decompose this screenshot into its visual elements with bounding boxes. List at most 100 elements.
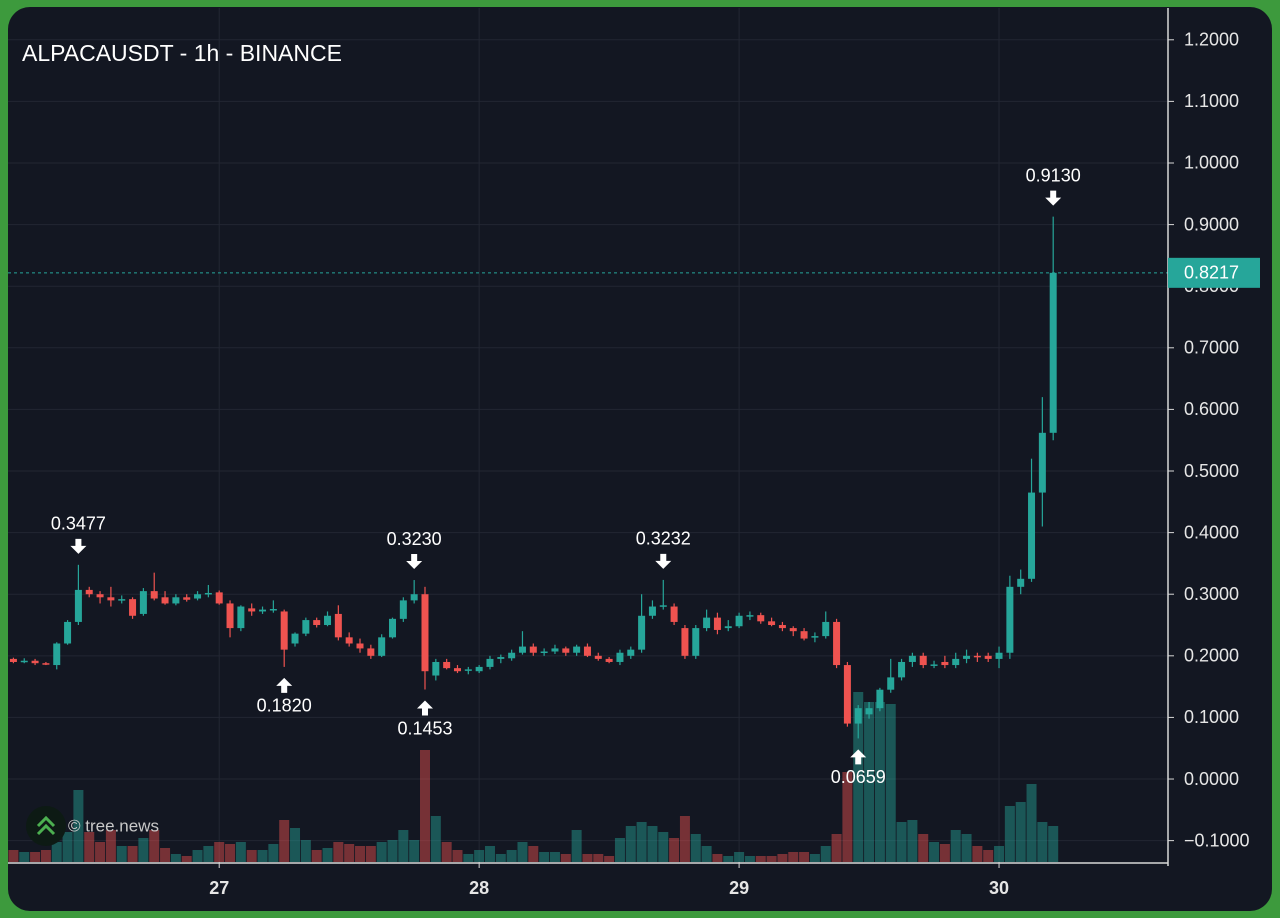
candle-body (768, 621, 776, 626)
y-tick-label: 0.9000 (1184, 214, 1239, 234)
volume-bar (690, 834, 701, 862)
candle-body (833, 621, 841, 666)
candle-body (443, 661, 451, 669)
candle-body (85, 589, 93, 595)
volume-bar (279, 820, 290, 862)
candle-body (811, 636, 819, 638)
volume-bar (528, 846, 539, 862)
candle-body (161, 597, 169, 604)
volume-bar (1048, 826, 1059, 862)
volume-bar (127, 846, 138, 862)
volume-bar (268, 844, 279, 862)
candle-body (627, 649, 635, 656)
volume-bar (788, 852, 799, 862)
volume-bar (983, 850, 994, 862)
candle-body (540, 651, 548, 654)
volume-bar (95, 842, 106, 862)
volume-bar (387, 840, 398, 862)
annotation-label: 0.3477 (51, 514, 106, 534)
volume-bar (972, 846, 983, 862)
volume-bar (495, 854, 506, 862)
candle-body (464, 669, 472, 671)
candle-body (898, 661, 906, 678)
volume-bar (311, 850, 322, 862)
last-price-label: 0.8217 (1184, 263, 1239, 283)
volume-bar (355, 846, 366, 862)
candle-body (659, 605, 667, 607)
candle-body (800, 631, 808, 639)
candle-body (107, 597, 115, 601)
volume-layer (8, 692, 1059, 862)
candle-body (638, 615, 646, 650)
candle-body (865, 708, 873, 715)
volume-bar (961, 834, 972, 862)
volume-bar (398, 830, 409, 862)
volume-bar (51, 842, 62, 862)
candle-body (757, 615, 765, 622)
annotation-arrow (655, 553, 672, 569)
candle-body (42, 663, 50, 665)
volume-bar (669, 838, 680, 862)
volume-bar (170, 854, 181, 862)
candle-body (226, 603, 234, 629)
candle-body (475, 666, 483, 672)
candle-body (583, 646, 591, 656)
candle-body (692, 628, 700, 656)
candle-body (930, 664, 938, 666)
volume-bar (300, 840, 311, 862)
volume-bar (116, 846, 127, 862)
candle-body (681, 628, 689, 656)
volume-bar (907, 820, 918, 862)
volume-bar (885, 704, 896, 862)
candle-body (356, 643, 364, 649)
volume-bar (929, 842, 940, 862)
candle-body (854, 708, 862, 724)
annotation-arrow (416, 700, 433, 716)
volume-bar (734, 852, 745, 862)
candle-body (237, 606, 245, 629)
y-tick-label: 0.1000 (1184, 707, 1239, 727)
annotation-arrow (1045, 190, 1062, 206)
volume-bar (160, 848, 171, 862)
volume-bar (430, 816, 441, 862)
candle-body (453, 668, 461, 672)
volume-bar (30, 852, 41, 862)
volume-bar (365, 846, 376, 862)
y-tick-label: 0.2000 (1184, 646, 1239, 666)
y-tick-label: 0.4000 (1184, 522, 1239, 542)
volume-bar (723, 856, 734, 862)
annotation-label: 0.3232 (636, 529, 691, 549)
x-tick-label: 30 (989, 878, 1009, 898)
volume-bar (874, 702, 885, 862)
logo (26, 806, 66, 846)
annotation-label: 0.3230 (387, 529, 442, 549)
volume-bar (19, 852, 30, 862)
volume-bar (192, 850, 203, 862)
volume-bar (820, 846, 831, 862)
candle-body (562, 648, 570, 653)
volume-bar (257, 850, 268, 862)
volume-bar (1026, 784, 1037, 862)
volume-bar (409, 840, 420, 862)
y-tick-label: 0.6000 (1184, 399, 1239, 419)
volume-bar (582, 854, 593, 862)
candle-body (919, 655, 927, 666)
annotation-layer: 0.3477 0.1820 0.3230 0.1453 0.3232 0.0659 0.91… (8, 165, 1168, 787)
volume-bar (809, 854, 820, 862)
candle-body (984, 655, 992, 659)
volume-bar (322, 848, 333, 862)
volume-bar (62, 832, 73, 862)
candle-body (194, 594, 202, 599)
candle-body (746, 615, 754, 617)
candle-body (280, 611, 288, 650)
candle-body (605, 658, 613, 662)
volume-bar (225, 844, 236, 862)
candle-body (129, 599, 137, 616)
watermark: © tree.news (68, 816, 159, 835)
candle-body (9, 658, 17, 662)
volume-bar (647, 826, 658, 862)
volume-bar (419, 750, 430, 862)
candle-body (204, 592, 212, 595)
